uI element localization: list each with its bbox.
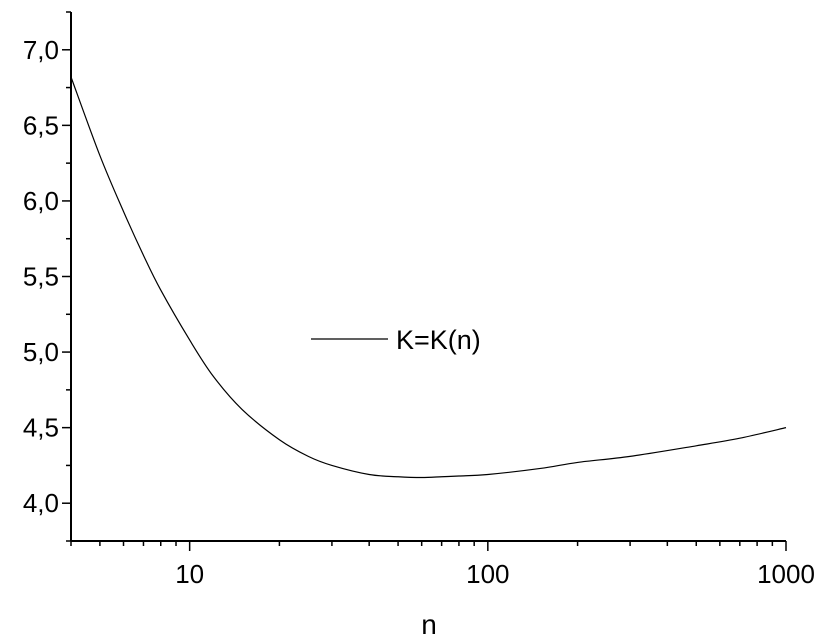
legend: K=K(n)	[311, 325, 481, 355]
y-tick-label: 5,5	[23, 262, 59, 292]
x-axis-title: n	[421, 609, 437, 640]
y-tick-label: 6,0	[23, 186, 59, 216]
x-tick-label: 10	[175, 559, 204, 589]
x-axis-ticks: 10 100 1000	[70, 541, 815, 589]
y-tick-label: 5,0	[23, 337, 59, 367]
y-tick-label: 7,0	[23, 35, 59, 65]
x-tick-label: 1000	[757, 559, 815, 589]
series-line	[70, 76, 787, 479]
legend-label: K=K(n)	[396, 325, 481, 355]
y-tick-label: 4,0	[23, 488, 59, 518]
x-tick-label: 100	[466, 559, 509, 589]
axes	[70, 12, 786, 542]
y-axis-ticks: 4,0 4,5 5,0 5,5 6,0 6,5 7,0	[23, 11, 71, 542]
y-tick-label: 4,5	[23, 413, 59, 443]
y-tick-label: 6,5	[23, 110, 59, 140]
